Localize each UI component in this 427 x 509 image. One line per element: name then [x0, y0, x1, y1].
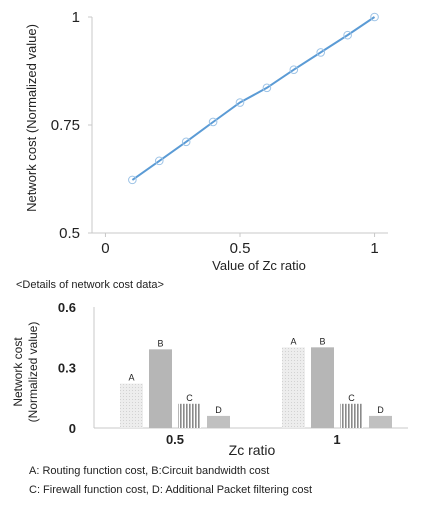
line-x-tick-label: 1 [370, 240, 378, 257]
bar-y-tick-label: 0.3 [58, 361, 76, 376]
line-data-point [154, 156, 164, 166]
bar-chart-y-axis-label-line1: Network cost [11, 337, 25, 407]
bar-letter-label: D [377, 405, 384, 415]
line-y-tick-label: 0.75 [51, 117, 80, 134]
line-series-points [128, 12, 379, 185]
bar-letter-label: D [215, 405, 222, 415]
line-data-point [208, 117, 218, 127]
line-data-point [343, 30, 352, 40]
bar-letter-label: A [128, 373, 134, 383]
bar-d-1 [207, 415, 230, 428]
line-chart-y-axis-label: Network cost (Normalized value) [24, 24, 39, 212]
line-data-point [181, 137, 191, 147]
line-data-point [370, 12, 379, 22]
line-y-tick-label: 1 [72, 9, 80, 26]
bar-chart-y-ticks: 0 0.3 0.6 [58, 300, 76, 436]
line-data-point [235, 98, 245, 107]
bar-chart-bars [120, 347, 392, 428]
line-chart: 0.50.751 0 0.5 1 Network cost (Normalized … [24, 9, 388, 273]
bar-letter-label: B [319, 336, 325, 346]
bar-chart-category-labels: 0.5 1 [166, 432, 341, 447]
bar-y-tick-label: 0 [69, 421, 76, 436]
bar-b-2 [311, 347, 334, 428]
line-data-point [289, 65, 299, 75]
bar-chart-x-axis-label: Zc ratio [229, 442, 276, 458]
line-chart-y-ticks: 0.5 0.75 1 [51, 9, 92, 242]
line-data-point [128, 175, 137, 185]
line-x-tick-label: 0 [101, 240, 109, 257]
bar-chart-note-cd: C: Firewall function cost, D: Additional… [29, 484, 312, 496]
bar-category-label: 0.5 [166, 432, 184, 447]
bar-letter-label: C [348, 393, 355, 403]
line-y-tick-label: 0.5 [59, 225, 80, 242]
bar-a-1 [120, 383, 143, 428]
line-chart-x-ticks: 0 0.5 1 [101, 233, 379, 257]
line-chart-x-axis-label: Value of Zc ratio [212, 258, 306, 273]
line-data-point [316, 48, 326, 57]
bar-b-1 [149, 349, 172, 428]
bar-chart-y-axis-label-line2: (Normalized value) [26, 322, 40, 423]
line-series-path [131, 16, 376, 181]
bar-d-2 [369, 415, 392, 428]
line-data-point [262, 83, 272, 93]
bar-c-2 [340, 403, 363, 428]
bar-letter-label: C [186, 393, 193, 403]
bar-a-2 [282, 347, 305, 428]
bar-chart-title: <Details of network cost data> [16, 279, 164, 291]
bar-chart-note-ab: A: Routing function cost, B:Circuit band… [29, 465, 269, 477]
bar-chart-bar-labels: A B C D A B C D [128, 336, 384, 415]
bar-chart: <Details of network cost data> 0 0.3 0.6 A… [11, 279, 408, 496]
bar-y-tick-label: 0.6 [58, 300, 76, 315]
bar-c-1 [178, 403, 201, 428]
bar-category-label: 1 [333, 432, 340, 447]
bar-letter-label: A [290, 336, 296, 346]
line-x-tick-label: 0.5 [230, 240, 251, 257]
bar-letter-label: B [157, 338, 163, 348]
